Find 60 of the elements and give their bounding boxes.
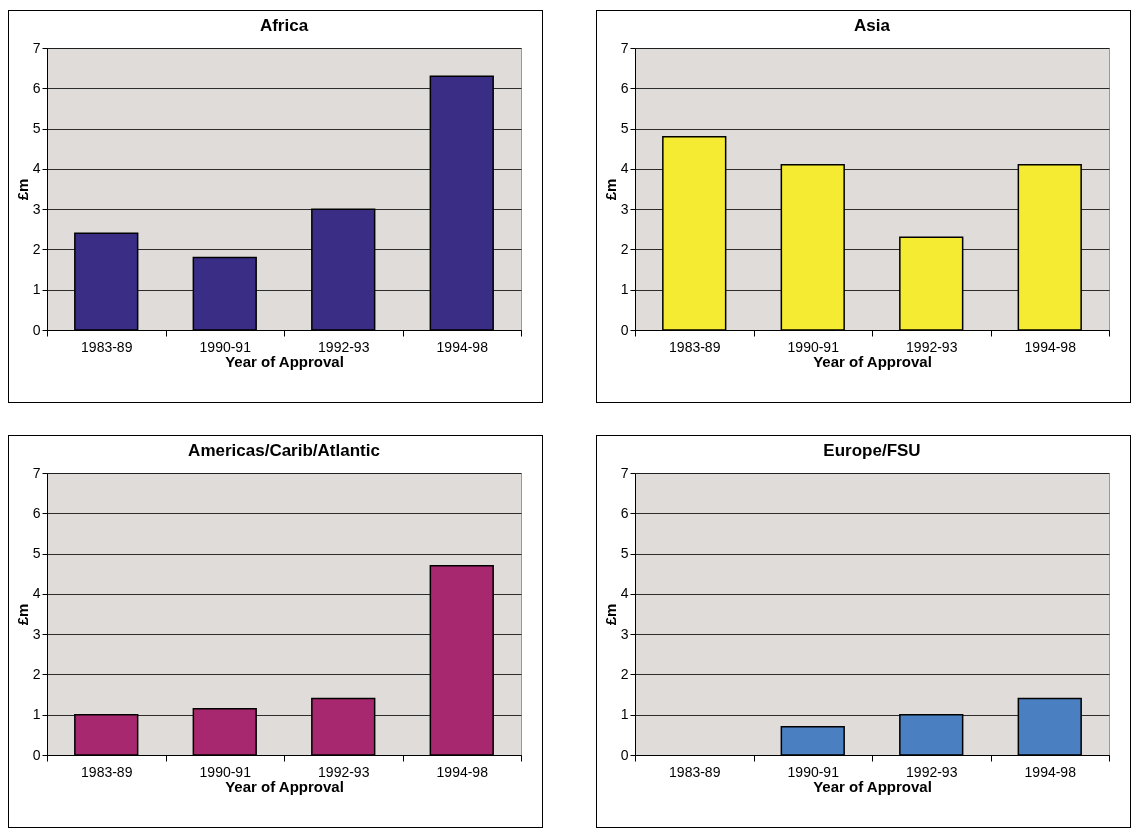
y-tick-label: 6 — [620, 79, 629, 96]
y-tick-label: 7 — [32, 464, 41, 481]
x-tick-label: 1994-98 — [1024, 763, 1077, 780]
y-tick-label: 6 — [620, 504, 629, 521]
x-tick-label: 1992-93 — [906, 338, 958, 355]
x-tick-label: 1983-89 — [669, 763, 721, 780]
x-tick-label: 1990-91 — [199, 763, 252, 780]
y-tick-label: 1 — [32, 706, 41, 723]
y-tick-label: 1 — [620, 281, 629, 298]
y-tick-label: 3 — [32, 625, 41, 642]
x-tick-label: 1983-89 — [81, 763, 133, 780]
y-tick-label: 3 — [620, 200, 629, 217]
y-tick-label: 0 — [620, 746, 629, 763]
y-axis-title: £m — [601, 178, 619, 201]
x-tick-label: 1990-91 — [787, 763, 840, 780]
y-axis-title: £m — [601, 603, 619, 626]
y-tick-label: 2 — [32, 665, 41, 682]
x-tick-label: 1994-98 — [436, 338, 489, 355]
x-tick-label: 1983-89 — [81, 338, 133, 355]
y-tick-label: 1 — [620, 706, 629, 723]
chart-title: Africa — [259, 16, 309, 35]
y-tick-label: 2 — [620, 240, 629, 257]
y-axis-title: £m — [13, 603, 31, 626]
y-tick-label: 6 — [32, 79, 41, 96]
y-tick-label: 4 — [32, 160, 41, 177]
y-tick-label: 0 — [32, 746, 41, 763]
y-tick-label: 5 — [620, 120, 629, 137]
x-axis-title: Year of Approval — [813, 777, 932, 795]
y-tick-label: 7 — [620, 464, 629, 481]
x-axis-title: Year of Approval — [225, 777, 344, 795]
x-tick-label: 1992-93 — [318, 763, 370, 780]
y-tick-label: 5 — [620, 545, 629, 562]
chart-title: Americas/Carib/Atlantic — [188, 441, 380, 460]
x-tick-label: 1994-98 — [1024, 338, 1077, 355]
y-tick-label: 1 — [32, 281, 41, 298]
y-tick-label: 3 — [620, 625, 629, 642]
y-tick-label: 4 — [620, 160, 629, 177]
x-tick-label: 1990-91 — [787, 338, 840, 355]
chart-title: Asia — [854, 16, 891, 35]
y-tick-label: 2 — [32, 240, 41, 257]
y-tick-label: 5 — [32, 120, 41, 137]
y-tick-label: 0 — [32, 321, 41, 338]
x-tick-label: 1983-89 — [669, 338, 721, 355]
y-tick-label: 5 — [32, 545, 41, 562]
y-tick-label: 7 — [620, 39, 629, 56]
y-tick-label: 4 — [32, 585, 41, 602]
y-tick-label: 4 — [620, 585, 629, 602]
x-tick-label: 1994-98 — [436, 763, 489, 780]
chart-title: Europe/FSU — [823, 441, 921, 460]
y-axis-title: £m — [13, 178, 31, 201]
x-tick-label: 1990-91 — [199, 338, 252, 355]
y-tick-label: 3 — [32, 200, 41, 217]
y-tick-label: 6 — [32, 504, 41, 521]
y-tick-label: 7 — [32, 39, 41, 56]
y-tick-label: 2 — [620, 665, 629, 682]
x-axis-title: Year of Approval — [225, 352, 344, 370]
x-tick-label: 1992-93 — [318, 338, 370, 355]
x-tick-label: 1992-93 — [906, 763, 958, 780]
x-axis-title: Year of Approval — [813, 352, 932, 370]
y-tick-label: 0 — [620, 321, 629, 338]
